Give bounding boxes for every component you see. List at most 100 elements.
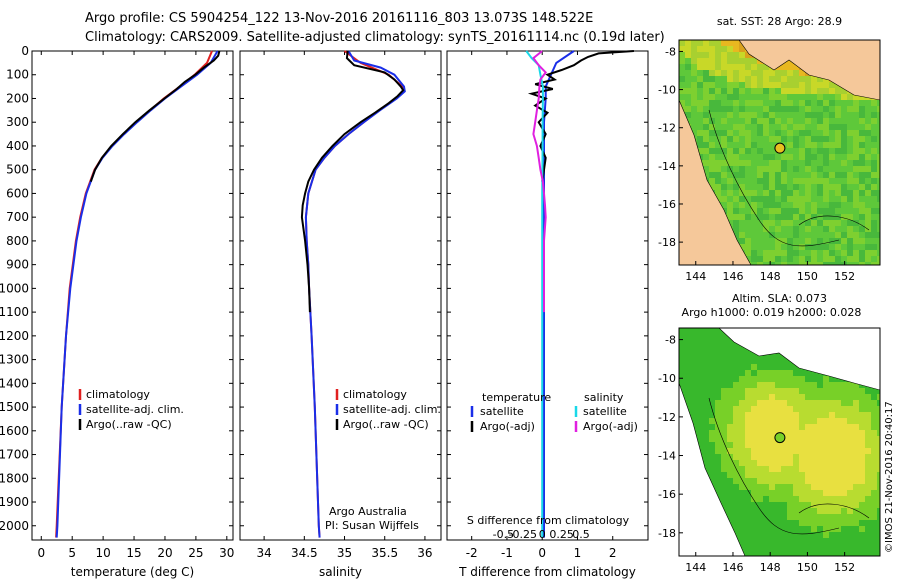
map-cell	[697, 340, 703, 346]
map-cell	[757, 250, 763, 256]
map-cell	[841, 544, 847, 550]
map-cell	[805, 250, 811, 256]
map-cell	[787, 70, 793, 76]
map-cell	[703, 376, 709, 382]
map-cell	[811, 454, 817, 460]
y-tick-label: 1600	[0, 424, 29, 438]
map-cell	[769, 370, 775, 376]
map-cell	[859, 406, 865, 412]
map-cell	[841, 238, 847, 244]
map-cell	[787, 400, 793, 406]
map-cell	[775, 178, 781, 184]
map-cell	[835, 94, 841, 100]
map-cell	[757, 232, 763, 238]
map-cell	[835, 550, 841, 556]
map-cell	[739, 532, 745, 538]
map-cell	[721, 172, 727, 178]
map-cell	[805, 538, 811, 544]
map-cell	[775, 358, 781, 364]
series-satellite	[304, 50, 406, 538]
map-cell	[835, 154, 841, 160]
map-cell	[703, 136, 709, 142]
map-cell	[703, 88, 709, 94]
map-cell	[775, 124, 781, 130]
map-cell	[811, 418, 817, 424]
map-subtitle: Argo h1000: 0.019 h2000: 0.028	[682, 306, 862, 319]
map-cell	[811, 130, 817, 136]
map-cell	[679, 370, 685, 376]
map-cell	[763, 118, 769, 124]
map-cell	[763, 100, 769, 106]
map-cell	[799, 178, 805, 184]
y-tick-label: 900	[6, 258, 29, 272]
annotation-line2: PI: Susan Wijffels	[325, 519, 419, 532]
map-cell	[841, 448, 847, 454]
map-cell	[799, 166, 805, 172]
map-cell	[871, 136, 877, 142]
map-cell	[781, 406, 787, 412]
map-cell	[829, 376, 835, 382]
lat-tick-label: -8	[665, 334, 676, 347]
map-cell	[769, 262, 775, 265]
map-cell	[763, 112, 769, 118]
map-cell	[739, 100, 745, 106]
map-cell	[799, 466, 805, 472]
map-cell	[715, 430, 721, 436]
map-cell	[853, 172, 859, 178]
lat-tick-label: -12	[658, 122, 676, 135]
map-cell	[745, 526, 751, 532]
map-cell	[739, 508, 745, 514]
map-cell	[781, 502, 787, 508]
map-cell	[757, 190, 763, 196]
map-cell	[757, 196, 763, 202]
y-tick-label: 0	[21, 44, 29, 58]
map-cell	[811, 424, 817, 430]
map-cell	[871, 178, 877, 184]
map-cell	[811, 496, 817, 502]
map-cell	[799, 454, 805, 460]
map-cell	[763, 178, 769, 184]
map-cell	[811, 160, 817, 166]
map-cell	[733, 94, 739, 100]
map-cell	[745, 58, 751, 64]
map-cell	[811, 214, 817, 220]
s-tick-label: -0.25	[509, 528, 537, 541]
map-cell	[823, 460, 829, 466]
map-cell	[709, 154, 715, 160]
map-cell	[859, 262, 865, 265]
map-cell	[739, 376, 745, 382]
map-cell	[877, 484, 880, 490]
map-cell	[709, 418, 715, 424]
map-cell	[877, 490, 880, 496]
map-cell	[799, 532, 805, 538]
map-cell	[775, 214, 781, 220]
map-cell	[811, 448, 817, 454]
map-cell	[823, 442, 829, 448]
map-cell	[865, 490, 871, 496]
map-cell	[847, 142, 853, 148]
map-cell	[733, 124, 739, 130]
map-cell	[733, 478, 739, 484]
map-cell	[745, 202, 751, 208]
map-cell	[829, 418, 835, 424]
map-cell	[811, 376, 817, 382]
map-cell	[769, 388, 775, 394]
map-cell	[685, 52, 691, 58]
map-cell	[757, 220, 763, 226]
map-cell	[829, 550, 835, 556]
map-cell	[697, 82, 703, 88]
map-cell	[721, 334, 727, 340]
map-cell	[823, 232, 829, 238]
map-cell	[763, 406, 769, 412]
map-cell	[877, 256, 880, 262]
map-cell	[865, 532, 871, 538]
map-cell	[721, 406, 727, 412]
map-cell	[745, 520, 751, 526]
map-cell	[745, 502, 751, 508]
map-cell	[799, 208, 805, 214]
map-cell	[877, 124, 880, 130]
map-cell	[853, 220, 859, 226]
map-cell	[877, 208, 880, 214]
map-cell	[781, 370, 787, 376]
map-cell	[781, 508, 787, 514]
